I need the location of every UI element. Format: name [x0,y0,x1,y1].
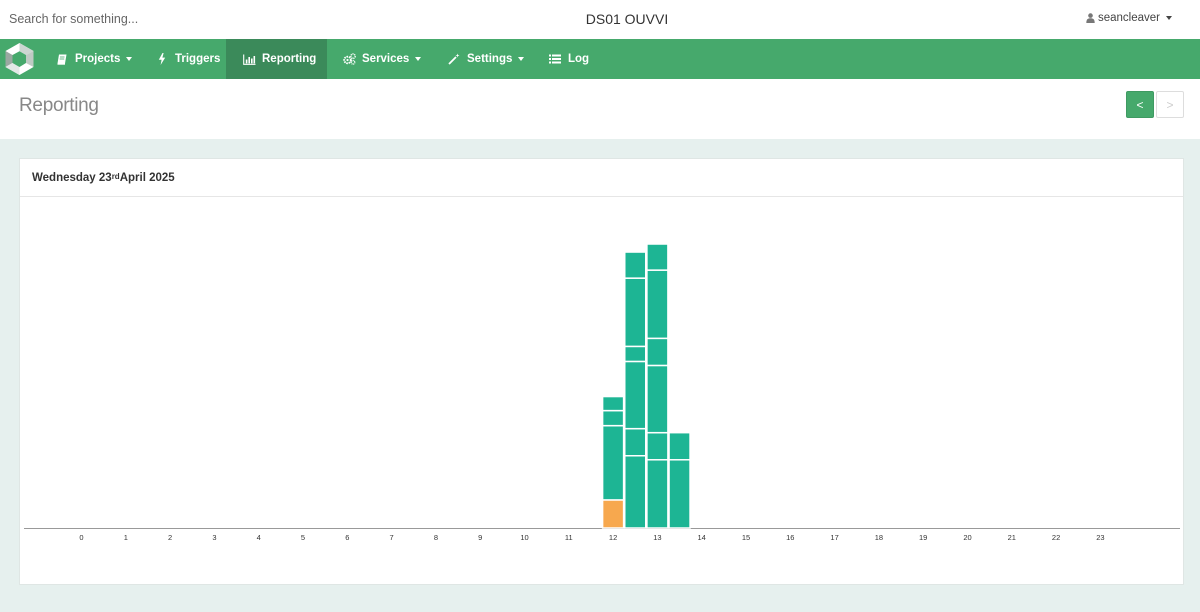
bar-segment[interactable] [601,409,625,427]
bar-segment[interactable] [624,455,647,529]
book-icon [55,53,69,65]
bar-segment[interactable] [646,269,669,340]
bar-segment[interactable] [624,427,647,457]
bar-segment[interactable] [601,424,625,501]
page-header: Reporting < > [0,79,1200,139]
x-tick-label: 8 [434,533,438,542]
nav-services-label: Services [362,53,410,65]
x-tick-label: 21 [1008,533,1016,542]
x-tick-label: 10 [520,533,528,542]
bar-segment[interactable] [668,459,691,529]
x-tick-label: 4 [257,533,261,542]
x-tick-label: 22 [1052,533,1060,542]
date-month-year: April 2025 [119,171,175,184]
main-navbar: Projects Triggers Reporting Services Set… [0,39,1200,79]
hourly-activity-chart: 0 1 2 3 4 5 6 7 8 9 10 11 12 13 14 15 16 17 18 19 20 21 22 23 [24,243,1180,542]
magic-wand-icon [447,53,461,65]
next-day-button[interactable]: > [1156,91,1184,118]
bar-segment[interactable] [646,337,669,367]
caret-down-icon [1166,16,1172,20]
x-tick-label: 20 [963,533,971,542]
x-tick-label: 3 [212,533,216,542]
bar-chart-icon [242,53,256,65]
x-tick-label: 16 [786,533,794,542]
bar-segment[interactable] [624,360,647,430]
app-logo[interactable] [4,42,35,76]
previous-day-button[interactable]: < [1126,91,1154,118]
x-tick-label: 13 [653,533,661,542]
x-tick-label: 19 [919,533,927,542]
nav-triggers-label: Triggers [175,53,221,65]
x-tick-label: 5 [301,533,305,542]
nav-log[interactable]: Log [536,39,601,79]
bar-segment[interactable] [646,364,669,434]
bar-segment[interactable] [646,459,669,529]
date-day: Wednesday 23 [32,171,112,184]
caret-down-icon [518,57,525,61]
nav-settings-label: Settings [467,53,513,65]
user-name: seancleaver [1097,12,1160,24]
x-tick-label: 6 [345,533,349,542]
nav-settings[interactable]: Settings [435,39,536,79]
bar-segment[interactable] [624,251,647,279]
nav-services[interactable]: Services [330,39,433,79]
nav-log-label: Log [568,53,590,65]
x-tick-label: 9 [478,533,482,542]
caret-down-icon [126,57,133,61]
x-tick-label: 23 [1096,533,1104,542]
search-input[interactable] [0,6,300,32]
user-icon [1086,13,1095,23]
nav-triggers[interactable]: Triggers [143,39,232,79]
bolt-icon [155,53,169,65]
x-tick-label: 0 [79,533,83,542]
nav-reporting-label: Reporting [262,53,317,65]
x-tick-label: 12 [609,533,617,542]
page-title: Reporting [19,95,99,116]
list-icon [548,53,562,65]
x-tick-label: 18 [875,533,883,542]
bar-segment[interactable] [646,243,669,271]
bar-segment[interactable] [601,499,625,529]
nav-reporting[interactable]: Reporting [226,39,327,79]
nav-projects-label: Projects [75,53,121,65]
bar-segment[interactable] [668,431,691,461]
nav-projects[interactable]: Projects [43,39,144,79]
bar-segment[interactable] [624,277,647,348]
bar-segment[interactable] [601,395,625,412]
x-tick-label: 11 [565,533,573,542]
date-ordinal: rd [111,172,120,181]
app-title: DS01 OUVVI [585,11,669,27]
x-tick-label: 17 [830,533,838,542]
x-tick-label: 1 [124,533,128,542]
top-bar: DS01 OUVVI seancleaver [0,0,1200,39]
user-menu[interactable]: seancleaver [1086,12,1172,24]
x-tick-label: 14 [698,533,706,542]
x-tick-label: 7 [390,533,394,542]
caret-down-icon [415,57,422,61]
bar-segment[interactable] [624,345,647,363]
bar-segment[interactable] [646,431,669,461]
x-tick-label: 15 [742,533,750,542]
cogs-icon [342,53,356,65]
x-tick-label: 2 [168,533,172,542]
